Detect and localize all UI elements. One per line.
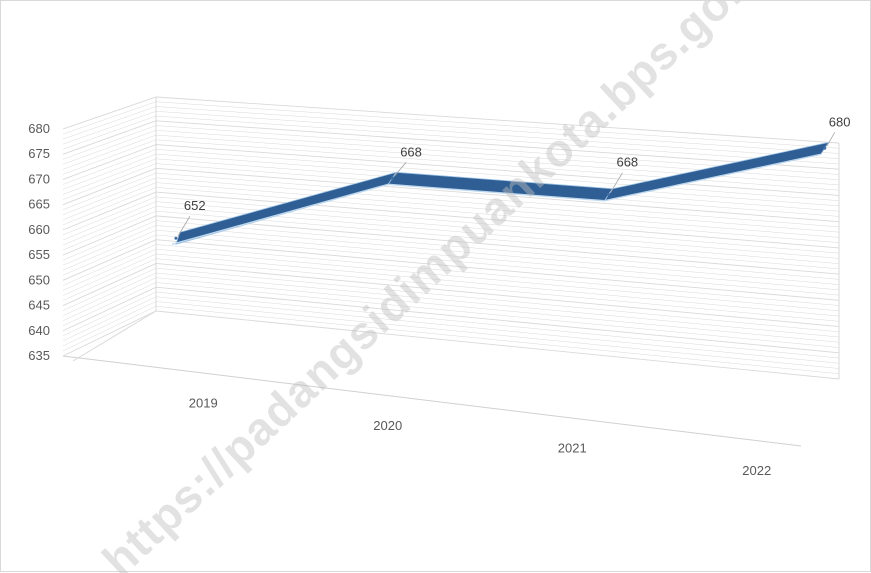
data-label-leader (610, 172, 623, 193)
watermark: https://padangsidimpuankota.bps.go.id (92, 1, 783, 573)
gridline (62, 96, 840, 144)
data-label: 668 (400, 144, 422, 159)
y-tick-label: 665 (28, 197, 50, 212)
x-tick-label: 2020 (373, 418, 402, 433)
y-tick-label: 660 (28, 222, 50, 237)
gridline (62, 277, 840, 343)
data-point (174, 236, 178, 240)
y-tick-label: 635 (28, 348, 50, 363)
x-tick-label: 2019 (189, 395, 218, 410)
series-ribbon (171, 141, 830, 245)
ribbon-edge (171, 183, 389, 245)
y-tick-label: 640 (28, 323, 50, 338)
x-axis-line (62, 355, 802, 447)
y-tick-label: 675 (28, 146, 50, 161)
data-label-leader (393, 162, 407, 177)
data-point (823, 146, 827, 150)
x-tick-label: 2022 (742, 463, 771, 478)
floor-edge (72, 310, 157, 362)
x-tick-label: 2021 (558, 440, 587, 455)
data-label: 652 (184, 198, 206, 213)
gridlines (62, 96, 840, 380)
data-point (606, 193, 610, 197)
data-label-leader (177, 216, 191, 237)
gridline (62, 291, 840, 359)
data-label-leader (826, 132, 836, 147)
ribbon-edge (604, 153, 821, 202)
gridline (62, 120, 840, 170)
data-label: 668 (616, 155, 638, 170)
y-tick-label: 645 (28, 298, 50, 313)
gridline (62, 286, 840, 354)
ribbon-edge (388, 183, 605, 202)
y-tick-label: 670 (28, 171, 50, 186)
axes (62, 310, 802, 447)
data-labels: 652 668 668 680 (177, 114, 851, 237)
data-point (390, 176, 394, 180)
y-axis-ticks: 635 640 645 650 655 660 665 670 675 680 (28, 121, 50, 363)
y-tick-label: 655 (28, 247, 50, 262)
data-label: 680 (829, 114, 851, 129)
watermark-text: https://padangsidimpuankota.bps.go.id (92, 1, 783, 573)
gridline (62, 296, 840, 364)
y-tick-label: 650 (28, 272, 50, 287)
gridline (62, 301, 840, 369)
gridline (62, 282, 840, 348)
y-tick-label: 680 (28, 121, 50, 136)
x-axis-ticks: 2019 2020 2021 2022 (189, 395, 771, 478)
